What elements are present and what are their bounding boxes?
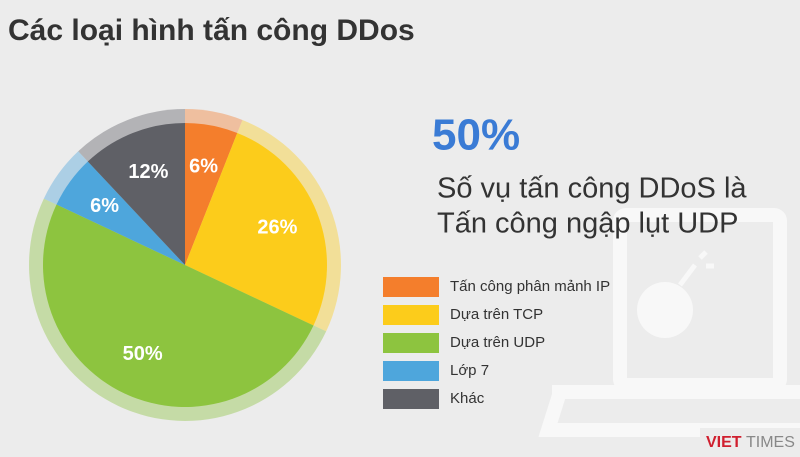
legend: Tấn công phân mảnh IP Dựa trên TCP Dựa trê…: [383, 277, 610, 409]
value-label: 50%: [123, 343, 163, 365]
legend-swatch: [383, 361, 439, 381]
value-label: 26%: [257, 217, 297, 239]
legend-swatch: [383, 333, 439, 353]
pie-slice: [185, 132, 327, 326]
logo-part: TIMES: [746, 434, 795, 451]
highlight: 50%: [432, 111, 520, 160]
legend-swatch: [383, 277, 439, 297]
pie-slice: [185, 123, 238, 265]
annotation-line: Tấn công ngập lụt UDP: [437, 208, 738, 240]
legend-label: Dựa trên TCP: [450, 306, 543, 323]
value-label: 12%: [128, 161, 168, 183]
legend-label: Tấn công phân mảnh IP: [450, 278, 610, 295]
logo-box: [700, 428, 800, 457]
pie-slice: [42, 204, 314, 408]
pie-slice: [87, 123, 185, 265]
legend-label: Lớp 7: [450, 362, 489, 379]
pie-slice: [56, 161, 185, 265]
value-label: 6%: [189, 156, 218, 178]
chart-title: Các loại hình tấn công DDos: [8, 14, 415, 47]
value-label: 6%: [90, 195, 119, 217]
legend-label: Khác: [450, 390, 485, 407]
legend-swatch: [383, 389, 439, 409]
legend-swatch: [383, 305, 439, 325]
annotation-line: Số vụ tấn công DDoS là: [437, 173, 747, 205]
pie: 6% 26% 50% 6% 12%: [29, 109, 342, 421]
legend-label: Dựa trên UDP: [450, 334, 545, 351]
logo-part: VIET: [706, 434, 742, 451]
